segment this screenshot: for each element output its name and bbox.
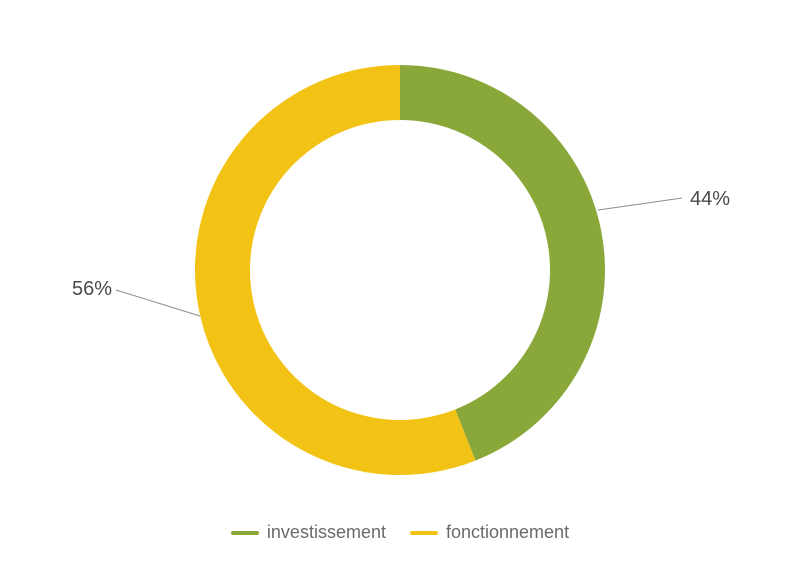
donut-chart-stage: 44% 56% investissement fonctionnement (0, 0, 800, 565)
leader-line-fonctionnement (598, 198, 682, 210)
donut-slice-fonctionnement (400, 65, 605, 461)
legend-label-investissement: investissement (267, 522, 386, 543)
slice-label-investissement: 56% (72, 278, 112, 301)
donut-slice-investissement (195, 65, 475, 475)
donut-chart-svg (0, 0, 800, 565)
legend-item-investissement: investissement (231, 522, 386, 543)
donut-slices (195, 65, 605, 475)
chart-legend: investissement fonctionnement (0, 522, 800, 543)
slice-label-fonctionnement: 44% (690, 188, 730, 211)
legend-swatch-fonctionnement (410, 531, 438, 535)
legend-swatch-investissement (231, 531, 259, 535)
legend-label-fonctionnement: fonctionnement (446, 522, 569, 543)
leader-line-investissement (116, 290, 200, 316)
legend-item-fonctionnement: fonctionnement (410, 522, 569, 543)
